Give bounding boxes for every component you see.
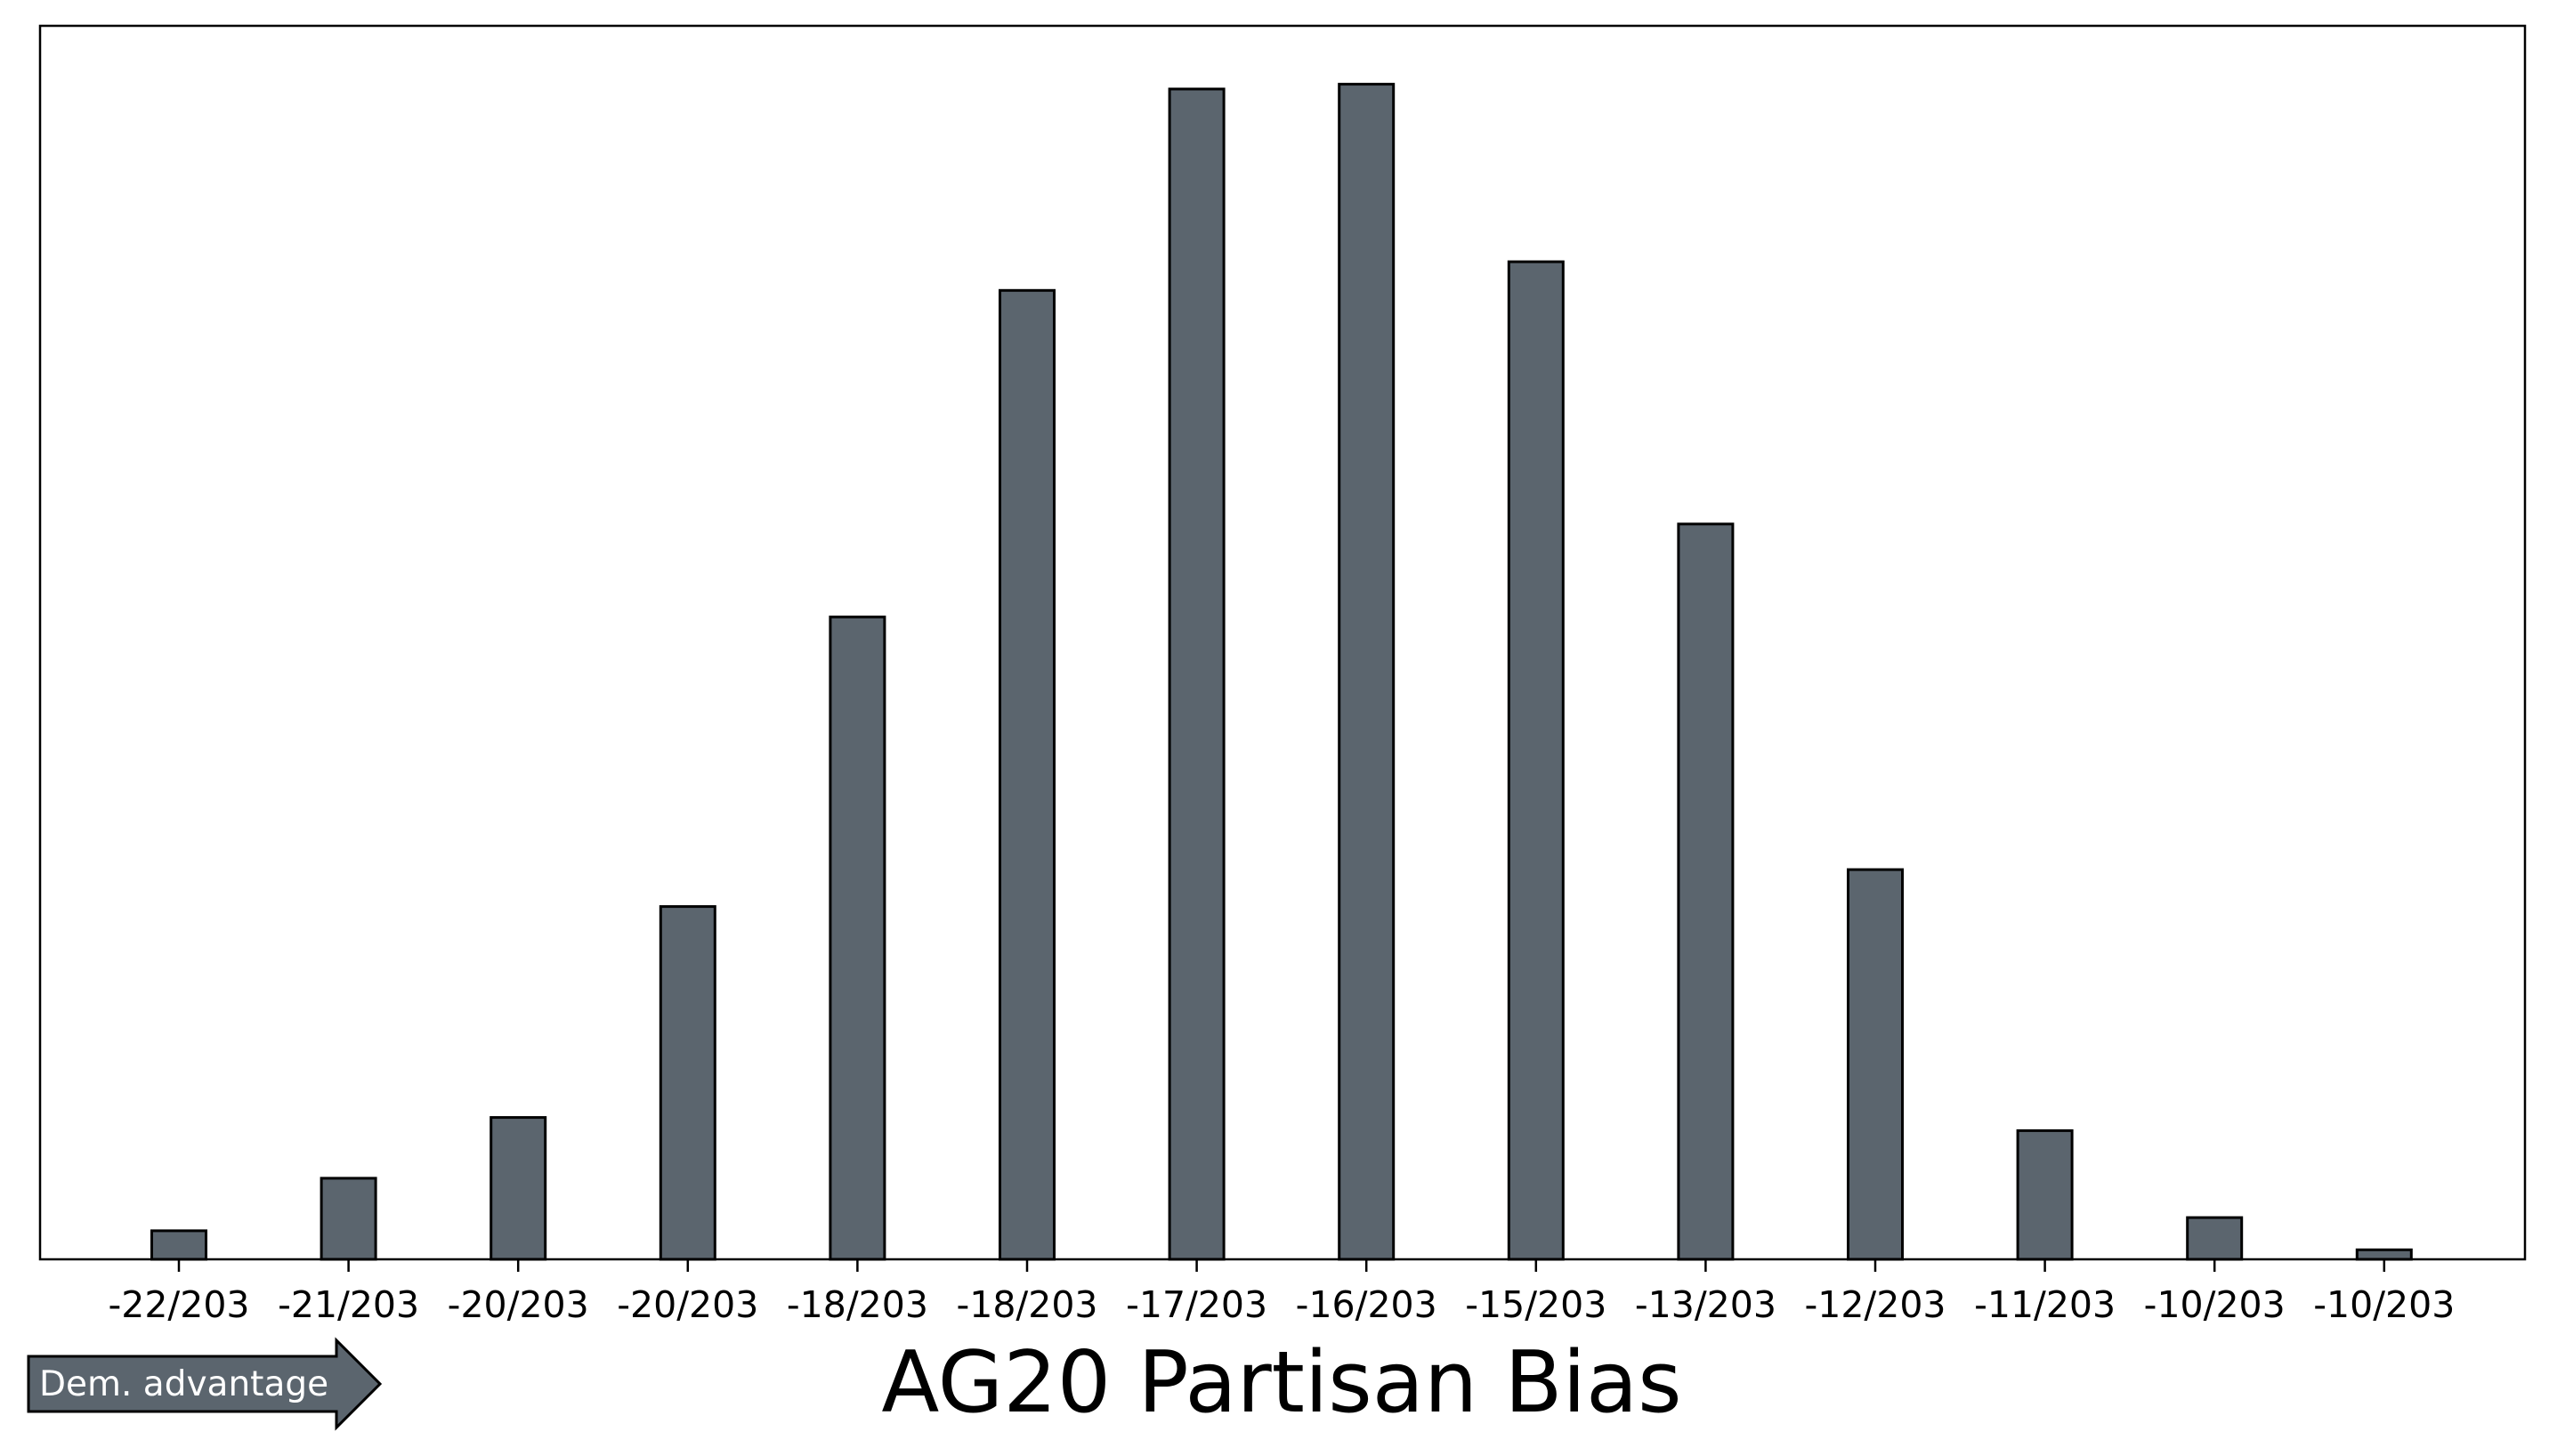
- x-tick-label-11: -11/203: [1974, 1283, 2116, 1326]
- x-tick-label-5: -18/203: [956, 1283, 1097, 1326]
- bar-1: [320, 1177, 377, 1261]
- bar-11: [2016, 1128, 2074, 1261]
- bar-3: [659, 905, 716, 1261]
- x-tick-label-8: -15/203: [1465, 1283, 1606, 1326]
- x-tick-labels-group: -22/203 -21/203 -20/203 -20/203 -18/203 -18/2…: [108, 1283, 2455, 1326]
- dem-advantage-label: Dem. advantage: [39, 1364, 328, 1404]
- x-tick-label-1: -21/203: [278, 1283, 419, 1326]
- x-tick-label-7: -16/203: [1296, 1283, 1437, 1326]
- x-tick-label-9: -13/203: [1635, 1283, 1776, 1326]
- bar-10: [1847, 868, 1904, 1261]
- bar-13: [2355, 1248, 2413, 1261]
- bar-7: [1338, 83, 1396, 1261]
- x-tick-label-10: -12/203: [1804, 1283, 1946, 1326]
- x-tick-label-2: -20/203: [448, 1283, 589, 1326]
- x-tick-label-3: -20/203: [617, 1283, 758, 1326]
- bar-5: [999, 288, 1056, 1261]
- x-tick-label-13: -10/203: [2313, 1283, 2455, 1326]
- bar-12: [2186, 1216, 2244, 1261]
- dem-advantage-arrow: Dem. advantage: [27, 1337, 383, 1431]
- x-tick-label-6: -17/203: [1126, 1283, 1267, 1326]
- x-tick-label-0: -22/203: [108, 1283, 249, 1326]
- chart-title: AG20 Partisan Bias: [881, 1334, 1681, 1432]
- bars-group: [150, 83, 2413, 1261]
- bar-8: [1507, 260, 1565, 1261]
- bar-0: [150, 1229, 207, 1261]
- x-tick-label-12: -10/203: [2144, 1283, 2286, 1326]
- x-tick-label-4: -18/203: [787, 1283, 928, 1326]
- bar-4: [829, 615, 886, 1261]
- x-ticks-group: [177, 1259, 2386, 1272]
- plot-frame: [38, 24, 2527, 1261]
- bar-2: [490, 1116, 547, 1261]
- bar-9: [1677, 522, 1735, 1261]
- arrow-shape: [27, 1337, 383, 1431]
- bar-6: [1168, 87, 1226, 1261]
